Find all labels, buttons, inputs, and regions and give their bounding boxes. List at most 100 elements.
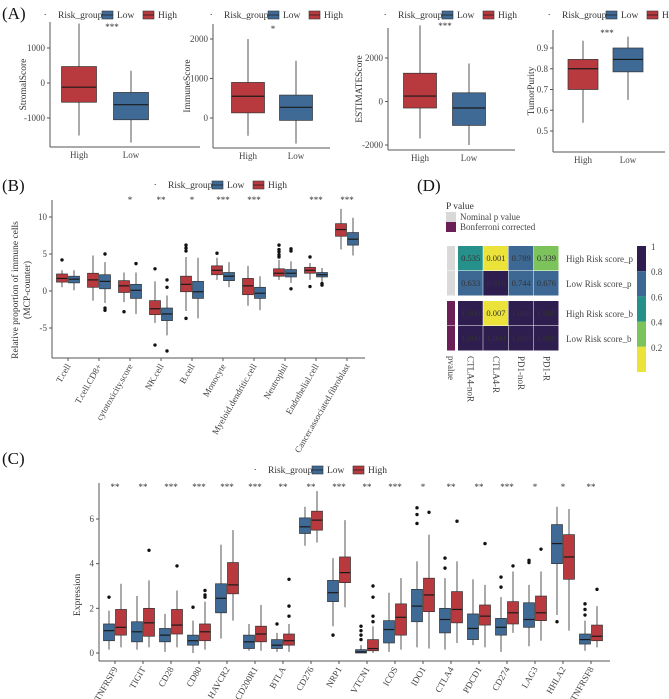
box: [242, 278, 254, 296]
box: [283, 633, 295, 646]
y-axis-label: Relative proportion of immune cells: [10, 221, 21, 359]
x-tick-label: CTLA4: [433, 665, 456, 695]
significance-label: **: [475, 482, 485, 492]
box: [479, 604, 491, 626]
y-axis-label: ESTIMATEScore: [355, 55, 365, 123]
outlier-point: [165, 349, 169, 353]
outlier-point: [175, 564, 179, 568]
box: [383, 620, 395, 644]
box: [130, 283, 142, 299]
outlier-point: [583, 602, 587, 606]
annotation-legend-label: Bonferroni corrected: [460, 222, 536, 232]
x-tick-label: Neutrophil: [262, 362, 290, 401]
significance-label: ***: [438, 21, 452, 31]
outlier-point: [153, 267, 157, 271]
significance-label: **: [307, 482, 317, 492]
outlier-point: [308, 255, 312, 259]
x-tick-label: Low: [620, 155, 637, 165]
x-tick-label: VTCN1: [349, 665, 372, 695]
significance-label: *: [271, 24, 276, 34]
outlier-point: [427, 510, 431, 514]
y-tick-label: 0: [379, 97, 384, 107]
outlier-point: [443, 566, 447, 570]
legend-label-high: High: [368, 466, 387, 476]
outlier-point: [583, 613, 587, 617]
box: [523, 602, 535, 628]
significance-label: ***: [600, 28, 614, 38]
panel-d-label: (D): [417, 176, 441, 195]
box: [103, 623, 115, 642]
heatmap-column-label: CTLA4-R: [491, 356, 501, 393]
legend-label-low: Low: [227, 181, 245, 191]
x-tick-label: High: [70, 150, 89, 160]
heatmap-cell: [508, 271, 534, 296]
significance-label: ***: [388, 482, 402, 492]
heatmap-cell-value: 1.000: [486, 333, 505, 343]
x-tick-label: High: [574, 155, 593, 165]
annotation-legend-label: Nominal p value: [460, 212, 520, 222]
heatmap-cell: [458, 326, 483, 351]
significance-label: **: [587, 482, 597, 492]
heatmap-cell-value: 1.000: [461, 308, 480, 318]
colorbar-tick-label: 0.6: [651, 292, 663, 302]
x-tick-label: BTLA: [267, 665, 288, 691]
heatmap-cell-value: 0.001: [486, 253, 505, 263]
significance-label: *: [533, 482, 538, 492]
box: [271, 639, 283, 649]
heatmap-cell-value: 0.633: [461, 278, 480, 288]
y-tick-label: 0: [41, 78, 46, 88]
outlier-point: [203, 588, 207, 593]
legend-title: Risk_group: [168, 181, 213, 191]
legend-title: Risk_group: [268, 466, 313, 476]
y-tick-label: -1000: [24, 113, 45, 123]
x-tick-label: LAG3: [520, 665, 540, 690]
heatmap-cell: [508, 246, 534, 271]
legend-label-low: Low: [117, 11, 135, 21]
colorbar-tick-label: 0.8: [651, 267, 663, 277]
heatmap-cell: [533, 246, 559, 271]
y-tick-label: 2: [90, 603, 95, 613]
box: [535, 595, 547, 621]
box: [451, 591, 463, 624]
y-tick-label: 0.7: [537, 85, 549, 95]
y-tick-label: -2000: [362, 140, 383, 150]
outlier-point: [595, 587, 599, 592]
legend-label-low: Low: [327, 466, 345, 476]
outlier-point: [134, 261, 138, 266]
x-tick-label: NK.cell: [143, 362, 166, 392]
significance-label: ***: [309, 195, 323, 205]
x-tick-label: CD80: [184, 665, 204, 689]
heatmap-cell: [483, 301, 508, 326]
heatmap-cell: [508, 301, 534, 326]
significance-label: **: [111, 482, 121, 492]
legend-dot: .: [548, 8, 550, 18]
outlier-point: [107, 595, 111, 599]
annotation-cell: [447, 271, 455, 296]
significance-label: ***: [248, 482, 262, 492]
outlier-point: [60, 258, 64, 262]
outlier-point: [289, 287, 293, 291]
box: [339, 556, 351, 584]
heatmap-cell-value: 1.000: [512, 333, 531, 343]
significance-label: ***: [105, 22, 119, 32]
y-axis-label: Expression: [73, 574, 83, 616]
y-tick-label: 10: [38, 212, 48, 222]
outlier-point: [153, 343, 157, 347]
significance-label: ***: [247, 195, 261, 205]
box: [367, 639, 379, 652]
x-tick-label: HAVCR2: [206, 665, 232, 699]
y-tick-label: 0.6: [537, 105, 549, 115]
x-tick-label: HHLA2: [544, 665, 567, 696]
box: [61, 66, 97, 103]
heatmap-cell: [508, 326, 534, 351]
x-tick-label: Low: [123, 150, 140, 160]
outlier-point: [359, 637, 363, 642]
significance-label: *: [128, 195, 133, 205]
heatmap-cell-value: 0.744: [512, 278, 532, 288]
y-tick-label: 2000: [365, 53, 384, 63]
box: [192, 281, 204, 299]
outlier-point: [415, 521, 419, 526]
heatmap-column-label: PD1-noR: [516, 356, 526, 390]
outlier-point: [184, 243, 188, 247]
